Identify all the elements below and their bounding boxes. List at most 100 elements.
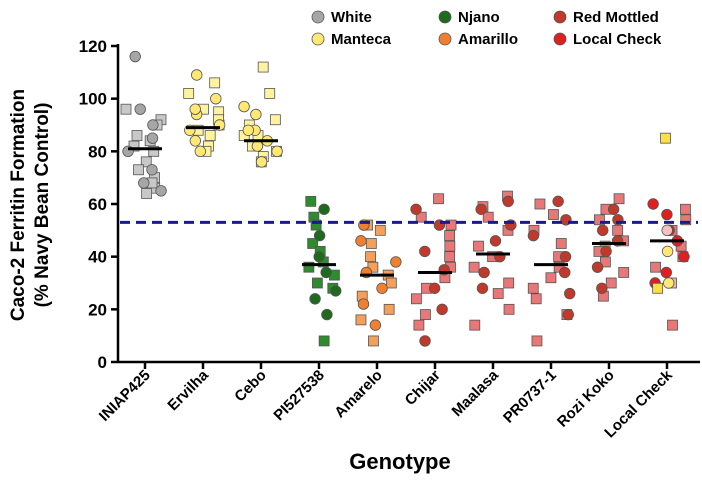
data-point-circle	[428, 282, 441, 294]
data-points	[120, 50, 692, 347]
data-point-square	[503, 303, 515, 315]
data-point-square	[433, 193, 444, 205]
data-point-circle	[357, 298, 370, 310]
data-point-square	[548, 209, 559, 220]
data-point-square	[310, 219, 322, 231]
y-tick-label: 40	[88, 248, 107, 267]
legend: White Njano Red Mottled Manteca Amarillo Loca…	[311, 9, 662, 48]
legend-label: White	[331, 9, 372, 26]
mean-lines	[128, 126, 684, 277]
data-point-circle	[189, 135, 202, 147]
data-point-square	[141, 188, 153, 199]
data-point-circle	[564, 287, 576, 300]
data-point-circle	[146, 132, 159, 144]
data-point-square	[660, 132, 671, 144]
data-point-square	[410, 293, 422, 305]
data-point-circle	[559, 266, 571, 279]
data-point-square	[133, 164, 144, 176]
data-point-square	[527, 282, 539, 294]
data-point-square	[444, 240, 456, 252]
data-point-square	[257, 61, 269, 73]
y-tick-label: 100	[79, 90, 107, 109]
data-point-circle	[251, 140, 264, 152]
legend-marker	[311, 32, 325, 46]
data-point-circle	[250, 108, 262, 121]
data-point-square	[444, 251, 456, 263]
data-point-circle	[242, 124, 254, 136]
legend-marker	[438, 10, 452, 24]
data-point-square	[209, 77, 221, 89]
data-point-circle	[321, 308, 333, 321]
data-point-circle	[189, 103, 201, 115]
data-point-circle	[369, 319, 382, 331]
data-point-circle	[191, 69, 203, 81]
data-point-square	[531, 335, 543, 347]
data-point-circle	[210, 92, 222, 105]
data-point-square	[318, 335, 330, 347]
x-tick-label: INIAP425	[96, 367, 154, 425]
data-point-square	[555, 238, 567, 249]
data-point-circle	[238, 100, 250, 113]
data-point-square	[374, 224, 386, 236]
data-point-circle	[146, 164, 158, 176]
x-tick-label: Amarelo	[331, 367, 385, 421]
data-point-square	[605, 277, 617, 289]
data-point-circle	[527, 229, 540, 242]
data-point-circle	[552, 195, 564, 208]
data-point-circle	[330, 285, 342, 297]
data-point-square	[503, 277, 515, 289]
data-point-square	[613, 193, 625, 205]
data-point-circle	[596, 282, 608, 294]
data-point-square	[652, 282, 664, 294]
data-point-circle	[502, 195, 514, 208]
data-point-square	[680, 203, 691, 215]
data-point-square	[204, 130, 216, 141]
x-tick-label: Chijar	[402, 367, 444, 409]
data-point-square	[131, 130, 143, 141]
x-tick-label: PI527538	[270, 367, 327, 424]
data-point-circle	[390, 256, 402, 268]
data-point-circle	[255, 156, 268, 168]
data-point-square	[264, 88, 276, 99]
data-point-circle	[320, 266, 332, 279]
data-point-circle	[597, 224, 609, 237]
data-point-circle	[194, 145, 206, 158]
data-point-square	[468, 261, 480, 273]
data-point-circle	[376, 282, 388, 294]
legend-label: Amarillo	[458, 31, 518, 48]
data-point-circle	[313, 229, 326, 242]
data-point-circle	[475, 203, 487, 215]
data-point-square	[269, 114, 281, 126]
data-point-circle	[559, 250, 572, 263]
data-point-circle	[661, 224, 673, 237]
data-point-square	[303, 261, 315, 273]
data-point-circle	[661, 245, 674, 258]
data-point-square	[305, 195, 317, 207]
data-point-square	[365, 251, 376, 263]
data-point-circle	[155, 185, 167, 197]
legend-marker	[553, 32, 567, 46]
x-tick-label: Maalasa	[449, 366, 503, 420]
data-point-square	[650, 261, 661, 273]
y-tick-label: 60	[88, 195, 107, 214]
data-point-circle	[663, 277, 675, 289]
data-point-square	[368, 335, 379, 347]
x-tick-label: Ervilha	[164, 366, 212, 414]
data-point-square	[469, 319, 481, 331]
legend-label: Njano	[458, 9, 500, 26]
legend-marker	[311, 10, 325, 24]
data-point-circle	[661, 208, 673, 221]
data-point-circle	[476, 282, 489, 294]
data-point-square	[445, 219, 457, 231]
data-point-circle	[600, 245, 612, 258]
y-tick-label: 80	[88, 142, 107, 161]
data-point-square	[415, 211, 427, 223]
data-point-square	[383, 303, 395, 315]
y-axis-title-line1: Caco-2 Ferritin Formation	[8, 89, 29, 321]
y-tick-label: 20	[88, 300, 107, 319]
data-point-circle	[138, 177, 150, 189]
data-point-square	[420, 309, 431, 321]
data-point-square	[140, 156, 152, 168]
legend-label: Manteca	[331, 31, 392, 48]
